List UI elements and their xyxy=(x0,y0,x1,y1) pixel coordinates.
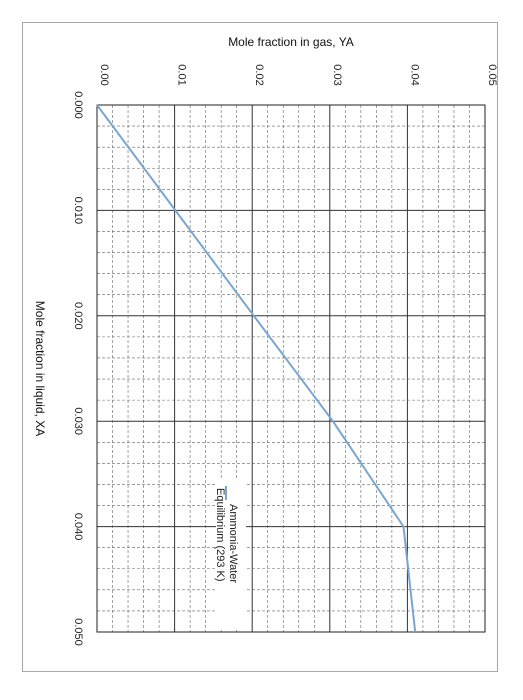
y-tick-label: 0.01 xyxy=(176,64,188,85)
major-gridlines xyxy=(97,105,485,632)
y-tick-label: 0.02 xyxy=(253,64,265,85)
legend-label: Equilibrium (293 K) xyxy=(214,488,226,582)
minor-gridlines xyxy=(97,105,485,632)
chart-frame xyxy=(22,22,498,672)
x-tick-label: 0.050 xyxy=(72,618,84,646)
legend-label: Ammonia-Water xyxy=(227,504,239,583)
legend-background xyxy=(216,480,246,630)
x-tick-label: 0.020 xyxy=(72,302,84,330)
x-tick-label: 0.030 xyxy=(72,407,84,435)
series-line-ammonia-water xyxy=(96,104,417,633)
y-tick-label: 0.05 xyxy=(486,64,498,85)
plot-area-border xyxy=(96,104,486,633)
x-tick-labels: 0.000 0.010 0.020 0.030 0.040 0.050 xyxy=(72,91,84,646)
y-tick-labels: 0.00 0.01 0.02 0.03 0.04 0.05 xyxy=(98,64,498,85)
y-axis-title: Mole fraction in gas, YA xyxy=(228,35,354,49)
x-tick-label: 0.000 xyxy=(72,91,84,119)
y-tick-label: 0.00 xyxy=(98,64,110,85)
x-axis-title: Mole fraction in liquid, XA xyxy=(33,301,47,436)
x-tick-label: 0.010 xyxy=(72,197,84,225)
x-tick-label: 0.040 xyxy=(72,513,84,541)
y-tick-label: 0.03 xyxy=(331,64,343,85)
y-tick-label: 0.04 xyxy=(408,64,420,85)
